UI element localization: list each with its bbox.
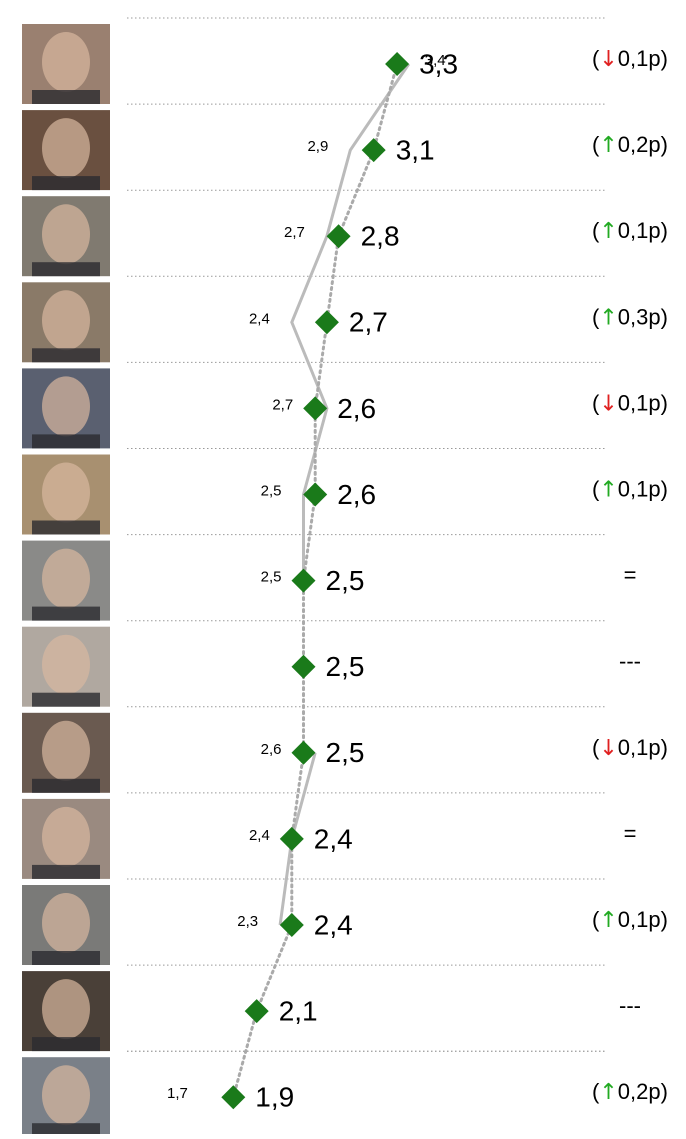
value-label: 2,5 — [326, 737, 365, 768]
change-label: (↑0,3p) — [592, 304, 668, 330]
photo-face — [42, 462, 90, 523]
change-label: (↑0,2p) — [592, 1079, 668, 1105]
photo-face — [42, 290, 90, 351]
change-label: = — [624, 562, 637, 587]
marker — [303, 482, 328, 507]
photo-suit — [32, 778, 100, 793]
value-label: 2,6 — [337, 479, 376, 510]
previous-label: 2,3 — [237, 913, 258, 930]
marker — [291, 740, 316, 765]
change-label: --- — [619, 649, 641, 674]
marker — [361, 138, 386, 163]
photo-suit — [32, 348, 100, 363]
marker — [326, 224, 351, 249]
previous-label: 2,5 — [261, 569, 282, 586]
change-label: (↑0,1p) — [592, 476, 668, 502]
value-label: 3,1 — [396, 134, 435, 165]
photo-suit — [32, 1123, 100, 1138]
photo-face — [42, 376, 90, 437]
photo-face — [42, 32, 90, 92]
photo-suit — [32, 176, 100, 191]
marker — [291, 568, 316, 593]
previous-label: 2,7 — [272, 396, 293, 413]
change-label: = — [624, 821, 637, 846]
value-label: 3,3 — [419, 48, 458, 79]
value-label: 2,6 — [337, 393, 376, 424]
marker — [244, 999, 269, 1024]
value-label: 2,4 — [314, 823, 353, 854]
photo-face — [42, 806, 90, 867]
photo-face — [42, 979, 90, 1040]
change-label: (↑0,1p) — [592, 907, 668, 933]
marker — [303, 396, 328, 421]
marker — [385, 52, 410, 76]
photo-suit — [32, 692, 100, 707]
marker — [314, 310, 339, 335]
marker — [291, 654, 316, 679]
previous-label: 2,4 — [249, 827, 270, 844]
photo-suit — [32, 951, 100, 965]
change-label: (↓0,1p) — [592, 390, 668, 416]
value-label: 2,7 — [349, 307, 388, 338]
photo-suit — [32, 520, 100, 535]
previous-label: 2,4 — [249, 310, 270, 327]
value-label: 2,5 — [326, 565, 365, 596]
photo-face — [42, 893, 90, 953]
photo-suit — [32, 1037, 100, 1052]
previous-label: 2,9 — [307, 138, 328, 155]
photo-face — [42, 204, 90, 265]
photo-face — [42, 548, 90, 609]
photo-suit — [32, 434, 100, 449]
change-label: (↑0,1p) — [592, 218, 668, 244]
photo-face — [42, 720, 90, 781]
value-label: 2,1 — [279, 995, 318, 1026]
photo-face — [42, 634, 90, 695]
value-label: 2,5 — [326, 651, 365, 682]
photo-suit — [32, 90, 100, 104]
photo-face — [42, 118, 90, 179]
photo-suit — [32, 262, 100, 277]
marker — [221, 1085, 246, 1110]
value-label: 1,9 — [255, 1082, 294, 1113]
previous-label: 2,7 — [284, 224, 305, 241]
change-label: (↓0,1p) — [592, 735, 668, 761]
change-label: (↓0,1p) — [592, 46, 668, 72]
photo-suit — [32, 606, 100, 621]
marker — [279, 826, 304, 851]
photo-suit — [32, 864, 100, 879]
photo-face — [42, 1065, 90, 1126]
previous-label: 2,5 — [261, 482, 282, 499]
marker — [279, 913, 304, 937]
change-label: --- — [619, 993, 641, 1018]
value-label: 2,8 — [361, 221, 400, 252]
value-label: 2,4 — [314, 909, 353, 940]
previous-label: 1,7 — [167, 1085, 188, 1102]
previous-label: 2,6 — [261, 741, 282, 758]
previous-label: 3,4 — [425, 52, 446, 69]
change-label: (↑0,2p) — [592, 132, 668, 158]
